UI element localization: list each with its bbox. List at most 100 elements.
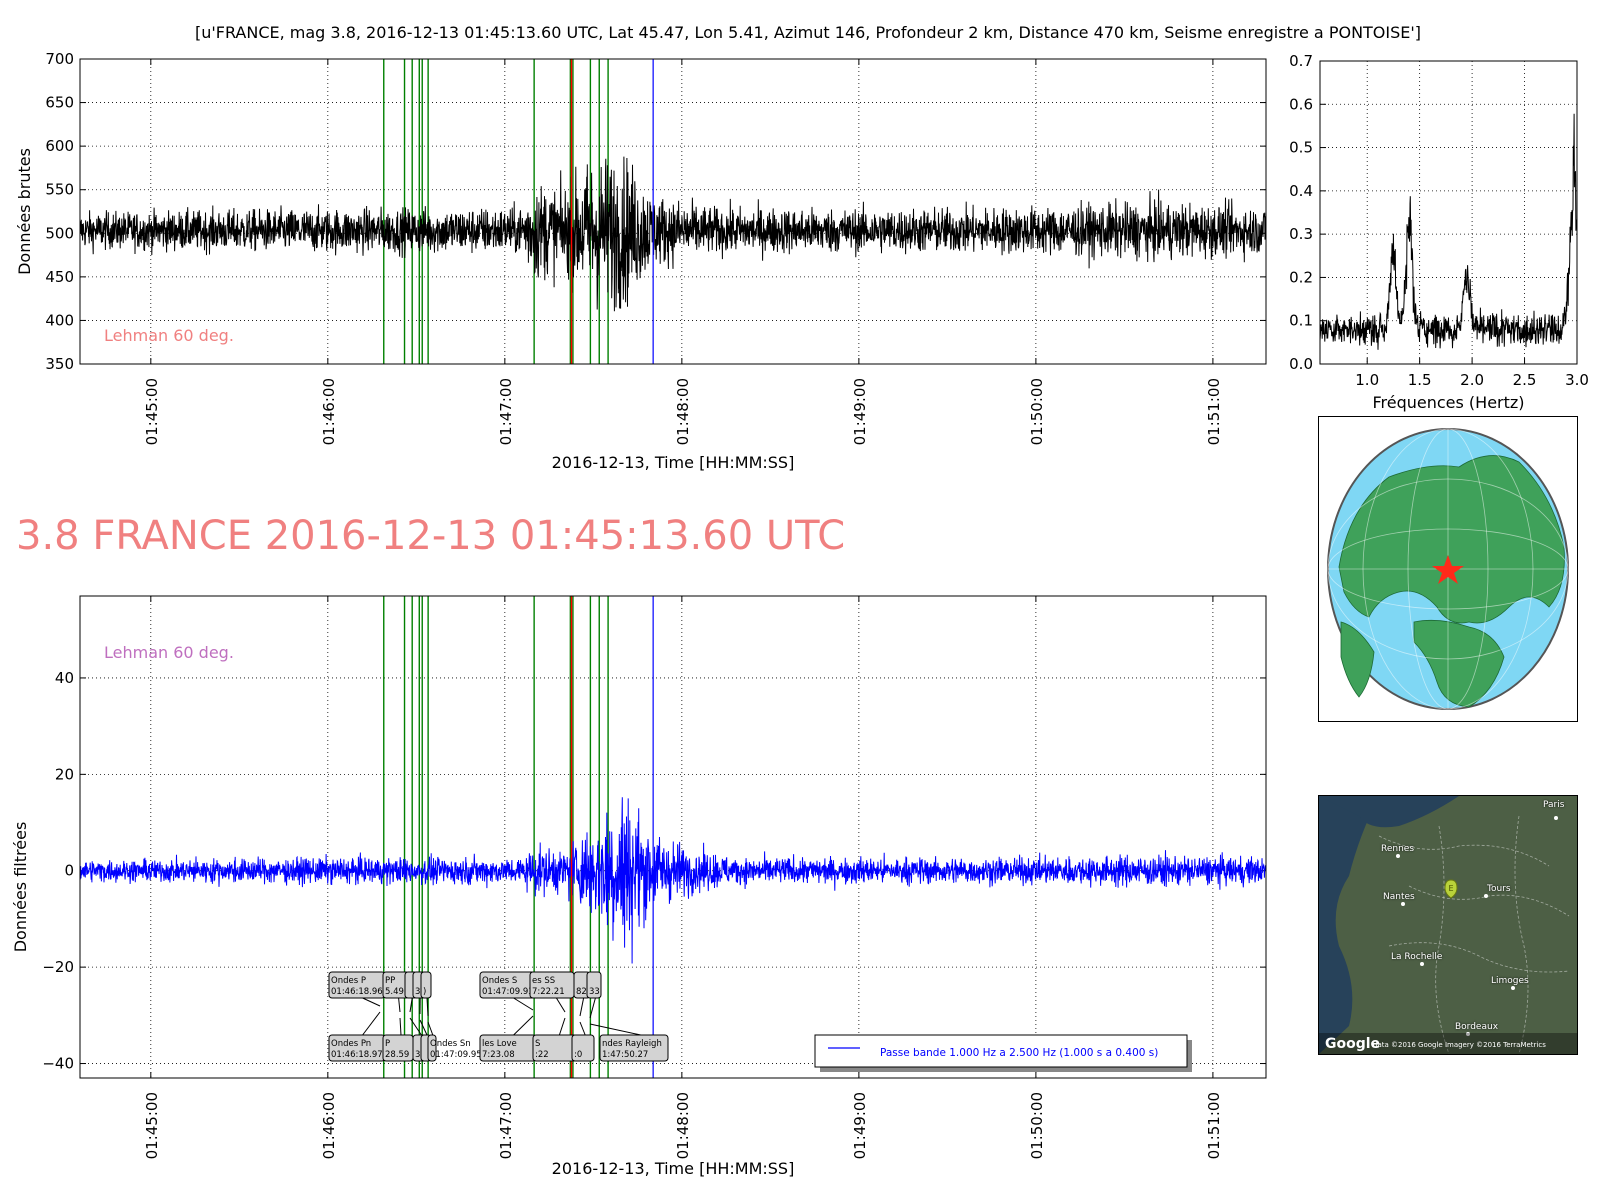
- city-dots: [1396, 816, 1558, 1036]
- phase-label-time: 01:47:09.93: [482, 987, 534, 997]
- y-tick-label: 0.6: [1289, 95, 1313, 113]
- y-tick-label: 0.5: [1289, 139, 1313, 157]
- y-tick-label: −40: [42, 1055, 74, 1073]
- axes-frame: [79, 58, 1267, 365]
- map-attribution: data ©2016 Google Imagery ©2016 TerraMet…: [1373, 1041, 1546, 1049]
- google-logo: Google: [1325, 1036, 1380, 1052]
- x-tick-label: 01:46:00: [320, 1092, 338, 1159]
- x-tick-label: 01:50:00: [1028, 1092, 1046, 1159]
- phase-label-name: Ondes S: [482, 976, 517, 986]
- y-tick-label: 700: [45, 50, 74, 68]
- x-tick-label: 01:46:00: [320, 378, 338, 445]
- x-tick-label: 3.0: [1565, 371, 1589, 389]
- sea-area: [1319, 796, 1379, 1054]
- city-rennes: Rennes: [1381, 844, 1415, 854]
- axes-frame: [1319, 60, 1578, 365]
- y-tick-label: 0.0: [1289, 355, 1313, 373]
- lehman-annotation: Lehman 60 deg.: [104, 643, 234, 662]
- globe-land-north: [1338, 455, 1565, 624]
- y-axis-label: Données brutes: [15, 148, 34, 275]
- phase-label-arrow: [579, 1021, 586, 1036]
- phase-label-arrow: [555, 997, 566, 1013]
- phase-label-arrow: [419, 1019, 428, 1036]
- x-tick-label: 2.0: [1460, 371, 1484, 389]
- phase-label-box: [571, 1034, 595, 1062]
- x-axis-label: Fréquences (Hertz): [1372, 393, 1524, 412]
- phase-label-arrow: [589, 1023, 641, 1036]
- phase-label-time: ): [423, 987, 426, 997]
- x-tick-label: 01:47:00: [497, 378, 515, 445]
- phase-label-time: 01:47:09.95: [430, 1050, 482, 1060]
- raw-data-axes: 01:45:00 01:46:00 01:47:00 01:48:00 01:49:00…: [15, 50, 1267, 472]
- phase-label-box: [599, 1034, 669, 1062]
- y-tick-label: 20: [55, 765, 74, 783]
- phase-label-name: PP: [385, 976, 395, 986]
- x-tick-label: 01:49:00: [851, 378, 869, 445]
- lehman-annotation: Lehman 60 deg.: [104, 326, 234, 345]
- x-tick-label: 01:49:00: [851, 1092, 869, 1159]
- globe-graphic: [1327, 428, 1569, 710]
- x-tick-label: 2.5: [1513, 371, 1537, 389]
- phase-label-arrow: [362, 997, 381, 1007]
- phase-label-time: :0: [574, 1050, 582, 1060]
- y-axis-label: Données filtrées: [11, 822, 30, 953]
- axes-frame: [79, 595, 1267, 1079]
- x-axis-label: 2016-12-13, Time [HH:MM:SS]: [552, 453, 795, 472]
- spectrum-line: [1319, 113, 1578, 350]
- phase-label-name: S: [535, 1039, 540, 1049]
- city-limoges: Limoges: [1491, 976, 1529, 986]
- phase-label-arrow: [409, 1017, 422, 1036]
- y-tick-label: 0.3: [1289, 225, 1313, 243]
- phase-label-time: 1:47:50.27: [602, 1050, 648, 1060]
- y-tick-label: 550: [45, 181, 74, 199]
- y-tick-label: 0.7: [1289, 52, 1313, 70]
- big-title: 3.8 FRANCE 2016-12-13 01:45:13.60 UTC: [16, 513, 845, 559]
- y-tick-label: 350: [45, 355, 74, 373]
- satellite-graphic: E Google data ©2016 Google Imagery ©2016…: [1319, 796, 1577, 1054]
- phase-label-arrow: [513, 1015, 534, 1036]
- phase-label-box: [427, 1034, 437, 1062]
- phase-label-time: 01:46:18.96: [331, 987, 383, 997]
- phase-label-arrow: [589, 997, 596, 1019]
- x-tick-label: 01:45:00: [143, 378, 161, 445]
- legend-text: Passe bande 1.000 Hz a 2.500 Hz (1.000 s…: [880, 1047, 1158, 1059]
- phase-label-name: Ondes Sn: [430, 1039, 471, 1049]
- phase-label-arrow: [399, 1017, 402, 1036]
- x-tick-label: 01:51:00: [1205, 378, 1223, 445]
- phase-label-name: P: [385, 1039, 390, 1049]
- phase-label-name: Ondes P: [331, 976, 366, 986]
- raw-signal-line: [79, 156, 1267, 312]
- globe-land-africa: [1413, 619, 1505, 708]
- phase-label-arrow: [513, 997, 534, 1011]
- phase-label-name: es SS: [532, 976, 555, 986]
- x-tick-label: 1.0: [1355, 371, 1379, 389]
- phase-label-name: les Love: [482, 1039, 517, 1049]
- x-tick-label: 01:50:00: [1028, 378, 1046, 445]
- figure-header: [u'FRANCE, mag 3.8, 2016-12-13 01:45:13.…: [195, 23, 1421, 42]
- phase-label-arrow: [362, 1011, 381, 1036]
- phase-label-time: 7:23.08: [482, 1050, 515, 1060]
- city-nantes: Nantes: [1383, 892, 1415, 902]
- phase-label-time: 5.49: [385, 987, 404, 997]
- phase-label-time: 3: [415, 987, 420, 997]
- y-tick-label: 450: [45, 268, 74, 286]
- phase-label-arrow: [579, 997, 585, 1017]
- y-tick-label: 40: [55, 669, 74, 687]
- globe-land-south-america: [1340, 621, 1375, 698]
- y-tick-label: 650: [45, 94, 74, 112]
- phase-label-time: :22: [535, 1050, 549, 1060]
- filtered-signal-line: [79, 797, 1267, 964]
- phase-label-arrow: [427, 1021, 434, 1036]
- city-tours: Tours: [1487, 884, 1511, 894]
- x-tick-label: 1.5: [1408, 371, 1432, 389]
- location-pin-icon: [1444, 879, 1458, 899]
- phase-label-arrow: [426, 997, 429, 1017]
- x-tick-label: 01:48:00: [674, 1092, 692, 1159]
- x-tick-label: 01:47:00: [497, 1092, 515, 1159]
- filtered-data-axes: 01:45:00 01:46:00 01:47:00 01:48:00 01:49:00…: [11, 595, 1267, 1178]
- pin-letter: E: [1448, 884, 1453, 893]
- region-borders: [1378, 815, 1570, 1054]
- y-tick-label: 0.2: [1289, 268, 1313, 286]
- phase-label-name: Ondes Pn: [331, 1039, 371, 1049]
